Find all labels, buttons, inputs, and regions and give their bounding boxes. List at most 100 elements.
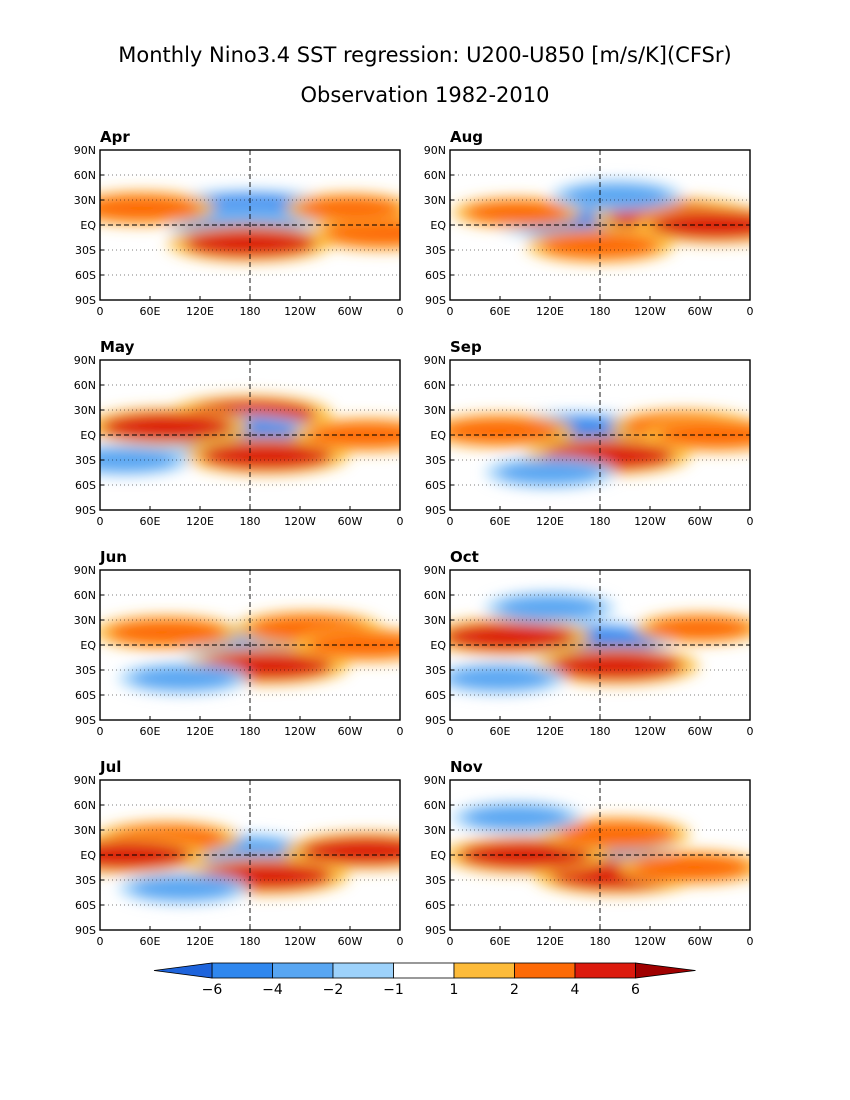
x-tick-label: 60E <box>140 935 161 948</box>
x-tick-label: 120W <box>634 515 666 528</box>
x-tick-label: 60W <box>688 515 713 528</box>
y-tick-label: 30S <box>425 664 446 677</box>
y-tick-label: 90N <box>74 564 96 577</box>
x-tick-label: 60W <box>688 305 713 318</box>
x-tick-label: 60W <box>688 725 713 738</box>
y-tick-label: 30N <box>74 404 96 417</box>
y-tick-label: EQ <box>80 639 96 652</box>
x-tick-label: 0 <box>397 305 404 318</box>
figure-title: Monthly Nino3.4 SST regression: U200-U85… <box>118 43 731 67</box>
anomaly-core <box>300 836 400 866</box>
anomaly-core <box>498 595 602 620</box>
y-tick-label: 30S <box>75 874 96 887</box>
y-tick-label: 90S <box>425 924 446 937</box>
y-tick-label: 60S <box>75 899 96 912</box>
y-tick-label: EQ <box>430 219 446 232</box>
anomaly-core <box>450 666 552 690</box>
x-tick-label: 120W <box>634 725 666 738</box>
y-tick-label: 60S <box>425 479 446 492</box>
colorbar-box <box>574 962 636 979</box>
anomaly-core <box>632 854 750 881</box>
y-tick-label: 90N <box>74 144 96 157</box>
colorbar-box <box>272 962 334 979</box>
anomaly-core <box>464 805 569 830</box>
y-tick-label: EQ <box>80 849 96 862</box>
anomaly-core <box>200 441 333 471</box>
y-tick-label: 90S <box>75 924 96 937</box>
x-tick-label: 120E <box>536 935 564 948</box>
y-tick-label: 60S <box>425 269 446 282</box>
y-tick-label: EQ <box>430 429 446 442</box>
colorbar-tick-label: −1 <box>383 982 404 998</box>
y-tick-label: 90N <box>424 354 446 367</box>
y-tick-label: EQ <box>430 639 446 652</box>
x-tick-label: 60E <box>140 305 161 318</box>
colorbar-low-arrow <box>153 962 213 979</box>
x-tick-label: 120E <box>536 725 564 738</box>
y-tick-label: 60S <box>75 269 96 282</box>
panel-title: Apr <box>100 128 130 146</box>
y-tick-label: 90S <box>425 294 446 307</box>
anomaly-core <box>307 632 400 658</box>
anomaly-core <box>324 220 400 247</box>
x-tick-label: 180 <box>240 725 261 738</box>
anomaly-core <box>100 840 191 870</box>
y-tick-label: 60N <box>74 589 96 602</box>
anomaly-core <box>464 200 569 225</box>
colorbar-tick-label: −2 <box>323 982 344 998</box>
x-tick-label: 0 <box>447 725 454 738</box>
anomaly-core <box>657 422 750 448</box>
y-tick-label: 90S <box>425 714 446 727</box>
x-tick-label: 180 <box>590 305 611 318</box>
anomaly-core <box>450 417 559 444</box>
x-tick-label: 120E <box>186 305 214 318</box>
anomaly-core <box>450 622 575 651</box>
panel-title: May <box>100 338 135 356</box>
x-tick-label: 60E <box>490 305 511 318</box>
y-tick-label: 60S <box>75 689 96 702</box>
y-tick-label: 60N <box>424 799 446 812</box>
y-tick-label: 30N <box>74 194 96 207</box>
x-tick-label: 120E <box>186 935 214 948</box>
colorbar-box <box>453 962 515 979</box>
x-tick-label: 60W <box>338 515 363 528</box>
x-tick-label: 60E <box>140 725 161 738</box>
x-tick-label: 0 <box>447 935 454 948</box>
anomaly-core <box>541 232 659 259</box>
figure-subtitle: Observation 1982-2010 <box>300 83 549 107</box>
y-tick-label: 90N <box>424 774 446 787</box>
x-tick-label: 120E <box>536 515 564 528</box>
colorbar-box <box>211 962 273 979</box>
anomaly-core <box>550 651 683 681</box>
y-tick-label: 30N <box>424 614 446 627</box>
anomaly-core <box>131 876 236 900</box>
y-tick-label: 90S <box>425 504 446 517</box>
x-tick-label: 180 <box>590 515 611 528</box>
y-tick-label: 30S <box>425 454 446 467</box>
x-tick-label: 0 <box>97 935 104 948</box>
x-tick-label: 60W <box>338 935 363 948</box>
y-tick-label: 30N <box>74 614 96 627</box>
x-tick-label: 120E <box>186 515 214 528</box>
colorbar-box <box>332 962 394 979</box>
x-tick-label: 0 <box>397 725 404 738</box>
x-tick-label: 180 <box>590 935 611 948</box>
y-tick-label: 30S <box>75 244 96 257</box>
y-tick-label: 30S <box>425 874 446 887</box>
y-tick-label: 60S <box>75 479 96 492</box>
x-tick-label: 0 <box>97 515 104 528</box>
anomaly-core <box>307 422 400 448</box>
panel-title: Jul <box>99 758 121 776</box>
colorbar: −6 −4 −2 −1 1 2 4 6 <box>153 962 696 998</box>
x-tick-label: 120W <box>284 305 316 318</box>
y-tick-label: 60N <box>74 799 96 812</box>
colorbar-tick-label: 1 <box>450 982 459 998</box>
x-tick-label: 0 <box>747 515 754 528</box>
anomaly-core <box>131 666 236 690</box>
x-tick-label: 0 <box>397 515 404 528</box>
